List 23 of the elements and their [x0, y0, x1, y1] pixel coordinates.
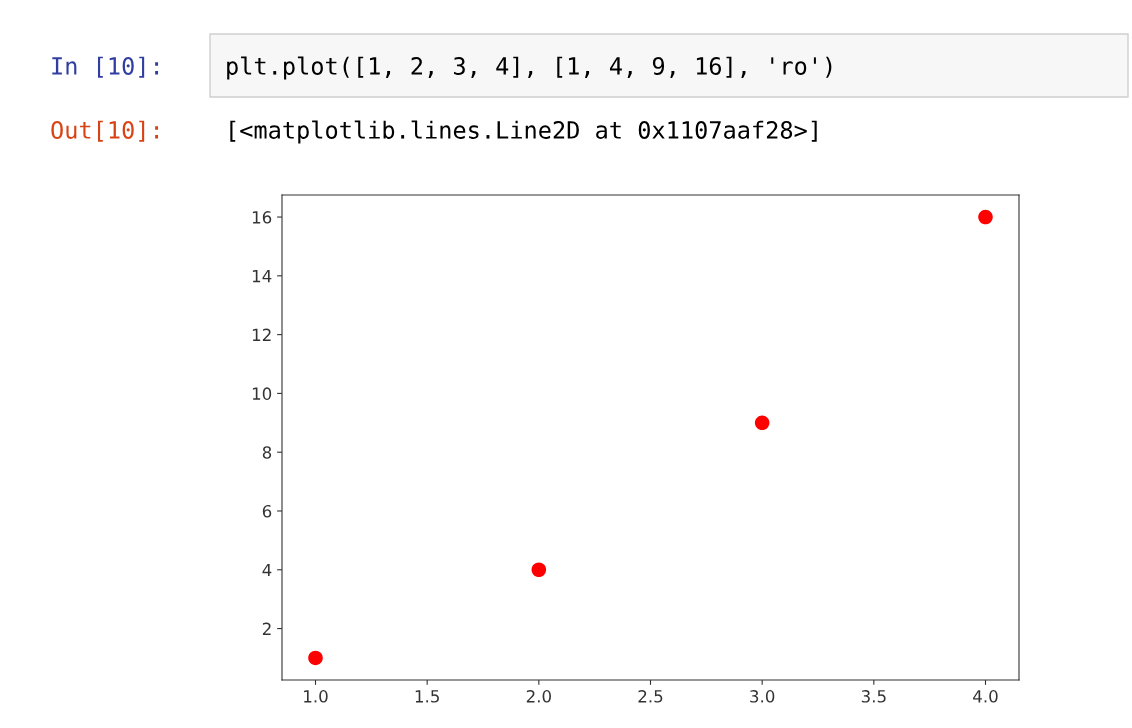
x-tick-label: 4.0 [973, 690, 998, 703]
point [754, 415, 770, 431]
point [308, 650, 323, 666]
y-tick-label: 16 [252, 211, 272, 224]
x-tick-label: 1.5 [415, 690, 439, 703]
x-tick-label: 3.5 [861, 690, 886, 703]
y-tick-label: 6 [262, 504, 272, 518]
text: Out[10]: [51, 120, 159, 142]
text: [<matplotlib.lines.Line2D at 0x1107aaf28>] [230, 120, 817, 144]
x-tick-label: 1.0 [304, 690, 328, 703]
x-tick-label: 2.5 [638, 690, 663, 703]
text: In [10]: [52, 56, 159, 78]
y-tick-label: 10 [252, 387, 272, 400]
text: plt.plot([1, 2, 3, 4], [1, 4, 9, 16], 'ro') [227, 56, 832, 80]
y-tick-label: 2 [262, 622, 271, 635]
y-tick-label: 12 [252, 328, 271, 341]
y-tick-label: 14 [252, 270, 272, 283]
x-tick-label: 3.0 [750, 690, 775, 703]
x-tick-label: 2.0 [526, 690, 551, 703]
y-tick-label: 8 [262, 446, 272, 459]
point [531, 562, 547, 578]
y-tick-label: 4 [262, 563, 272, 577]
point [978, 209, 993, 225]
